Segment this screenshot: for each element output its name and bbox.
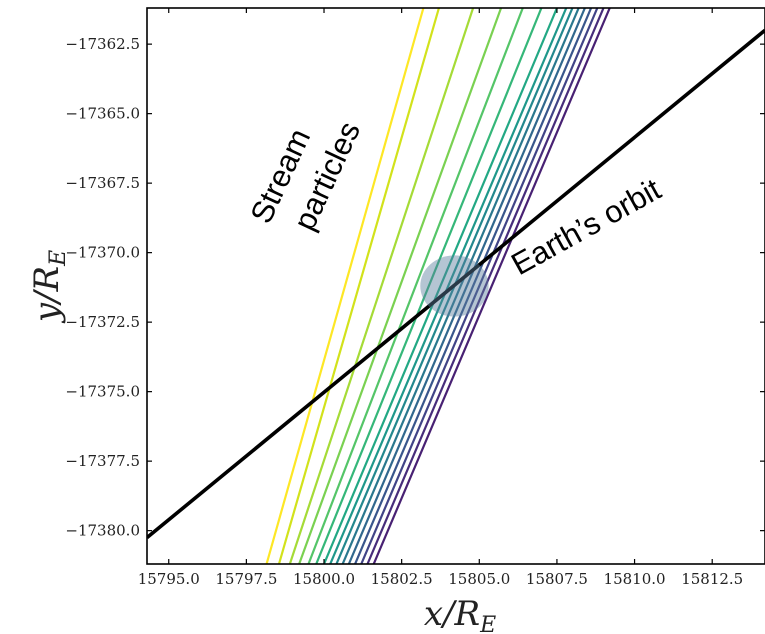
x-tick-label: 15800.0 [293, 570, 355, 588]
y-tick-label: −17377.5 [65, 452, 140, 470]
x-tick-label: 15810.0 [604, 570, 666, 588]
plot-area [147, 8, 765, 564]
annotation-label: Earth’s orbit [505, 171, 666, 282]
y-axis-title: y/RE [27, 250, 71, 324]
stream-particle-line [265, 8, 425, 564]
x-tick-label: 15812.5 [681, 570, 743, 588]
stream-particle-line [354, 8, 593, 564]
stream-particle-line [372, 8, 611, 564]
stream-particle-line [366, 8, 605, 564]
x-tick-label: 15795.0 [138, 570, 200, 588]
y-tick-label: −17362.5 [65, 35, 140, 53]
y-tick-label: −17380.0 [65, 522, 140, 540]
y-tick-label: −17370.0 [65, 244, 140, 262]
stream-particle-line [347, 8, 586, 564]
y-tick-label: −17375.0 [65, 383, 140, 401]
x-tick-label: 15797.5 [215, 570, 277, 588]
stream-particle-line [341, 8, 580, 564]
stream-particle-line [288, 8, 475, 564]
x-tick-label: 15802.5 [371, 570, 433, 588]
plot-frame [146, 7, 765, 565]
stream-particle-line [360, 8, 599, 564]
stream-particle-line [329, 8, 568, 564]
axis-ticks: 15795.0 15797.5 15800.0 15802.5 15805.0 15807… [65, 8, 765, 588]
stream-particle-line [323, 8, 558, 564]
stream-particle-line [277, 8, 440, 564]
x-tick-label: 15807.5 [526, 570, 588, 588]
stream-particle-line [307, 8, 524, 564]
y-tick-label: −17367.5 [65, 174, 140, 192]
y-tick-label: −17365.0 [65, 105, 140, 123]
y-tick-label: −17372.5 [65, 313, 140, 331]
x-tick-label: 15805.0 [448, 570, 510, 588]
earth-orbit-line [147, 28, 765, 539]
stream-particle-line [298, 8, 503, 564]
earth-marker [420, 255, 489, 317]
x-axis-title: x/RE [424, 594, 496, 634]
stream-particle-line [315, 8, 543, 564]
